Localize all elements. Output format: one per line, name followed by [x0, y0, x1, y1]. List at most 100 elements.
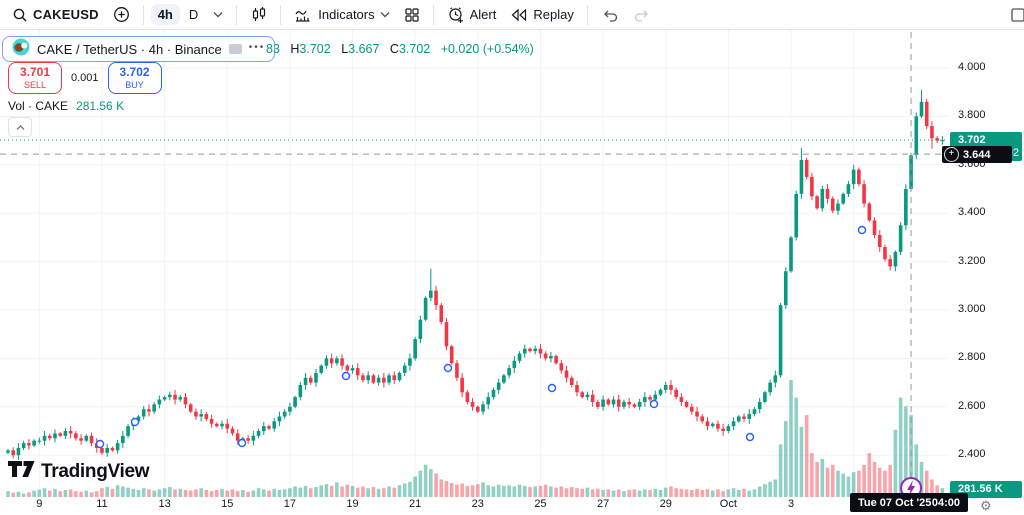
interval-d-button[interactable]: D	[182, 4, 205, 25]
volume-bar	[522, 485, 527, 497]
interval-4h-button[interactable]: 4h	[150, 4, 180, 25]
candle-body	[246, 438, 250, 441]
candle-body	[716, 423, 720, 429]
toolbar-separator	[280, 4, 282, 25]
volume-bar	[188, 490, 193, 497]
volume-bar	[204, 489, 209, 497]
buy-button[interactable]: 3.702 BUY	[107, 62, 162, 94]
volume-bar	[178, 488, 183, 497]
symbol-legend[interactable]: CAKE / TetherUS · 4h · Binance •••	[2, 36, 276, 62]
volume-bar	[215, 489, 219, 497]
candle-body	[476, 406, 480, 412]
volume-bar	[366, 488, 370, 497]
tradingview-logo-icon	[8, 458, 35, 485]
price-tick-label: 3.000	[958, 303, 986, 315]
volume-bar	[752, 489, 757, 497]
volume-bar	[533, 486, 538, 497]
price-tick-label: 2.400	[958, 448, 986, 461]
interval-menu-button[interactable]	[207, 8, 229, 21]
candle-body	[251, 435, 256, 441]
indicators-button[interactable]: Indicators	[288, 3, 395, 26]
top-toolbar: CAKEUSD 4h D	[0, 0, 1024, 30]
add-alert-plus-icon[interactable]: +	[944, 147, 959, 162]
candle-body	[298, 385, 303, 398]
candle-body	[502, 375, 506, 383]
volume-bar	[110, 488, 115, 497]
replay-button[interactable]: Replay	[504, 4, 579, 25]
toolbar-separator	[432, 4, 434, 25]
candle-body	[168, 394, 172, 398]
volume-bar	[898, 397, 903, 497]
symbol-search-button[interactable]: CAKEUSD	[6, 4, 105, 26]
chart-style-button[interactable]	[244, 3, 273, 26]
volume-bar	[324, 484, 329, 497]
candle-body	[27, 443, 31, 446]
candle-body	[783, 271, 788, 306]
high-key: H	[290, 42, 300, 56]
crosshair-date-value: Tue 07 Oct '25	[858, 496, 932, 509]
toolbar-separator	[142, 4, 144, 25]
candle-body	[199, 414, 203, 417]
volume-bar	[778, 444, 783, 497]
volume-bar	[376, 488, 381, 497]
candle-body	[63, 431, 68, 436]
candle-body	[486, 397, 491, 405]
replay-label: Replay	[533, 7, 574, 22]
crosshair-price-label: + 3.644	[942, 146, 1012, 163]
candle-body	[288, 406, 292, 412]
candle-body	[710, 423, 715, 427]
candle-body	[42, 435, 47, 441]
volume-bar	[6, 491, 10, 497]
volume-bar	[564, 488, 569, 497]
axis-settings-gear-icon[interactable]: ⚙	[980, 498, 992, 513]
candle-body	[940, 140, 945, 142]
candle-body	[496, 382, 501, 390]
candle-body	[355, 368, 360, 376]
fullscreen-button[interactable]	[1004, 4, 1024, 26]
candle-body	[700, 416, 705, 422]
undo-arrow-icon	[601, 8, 619, 22]
alert-button[interactable]: Alert	[441, 3, 503, 27]
price-chart-canvas[interactable]	[0, 30, 948, 500]
volume-bar	[538, 485, 543, 497]
candle-body	[267, 426, 271, 429]
market-status-icon	[228, 44, 242, 54]
volume-bar	[794, 397, 799, 497]
candle-body	[601, 399, 605, 407]
chevron-up-icon	[16, 118, 25, 136]
volume-bar	[924, 470, 929, 497]
sell-button[interactable]: 3.701 SELL	[8, 62, 62, 94]
compare-add-symbol-button[interactable]	[107, 3, 136, 26]
volume-bar	[627, 489, 631, 497]
volume-bar	[757, 486, 762, 497]
volume-bar	[157, 489, 162, 497]
volume-bar	[549, 486, 553, 497]
price-tick-label: 3.200	[958, 254, 986, 267]
volume-bar	[194, 489, 198, 497]
candle-body	[209, 418, 214, 424]
volume-bar	[235, 491, 240, 497]
volume-bar	[726, 489, 731, 497]
volume-value: 281.56 K	[76, 99, 125, 113]
candle-body	[830, 198, 835, 211]
volume-bar	[768, 481, 772, 497]
layout-grid-button[interactable]	[398, 4, 426, 26]
more-options-icon[interactable]: •••	[248, 42, 266, 53]
candle-body	[924, 101, 929, 127]
current-price-value: 3.702	[958, 134, 986, 146]
candle-body	[569, 377, 574, 386]
volume-bar	[731, 488, 736, 497]
candle-body	[225, 423, 230, 429]
candle-body	[705, 421, 710, 427]
volume-bar	[632, 489, 637, 497]
candle-body	[100, 447, 104, 453]
candle-body	[794, 193, 799, 238]
redo-button[interactable]	[627, 5, 657, 25]
volume-bar	[585, 487, 590, 497]
volume-bar	[789, 380, 793, 497]
legend-collapse-button[interactable]	[8, 117, 32, 137]
volume-bar	[136, 489, 141, 497]
candle-body	[737, 416, 741, 422]
undo-button[interactable]	[595, 5, 625, 25]
volume-bar	[63, 489, 68, 497]
